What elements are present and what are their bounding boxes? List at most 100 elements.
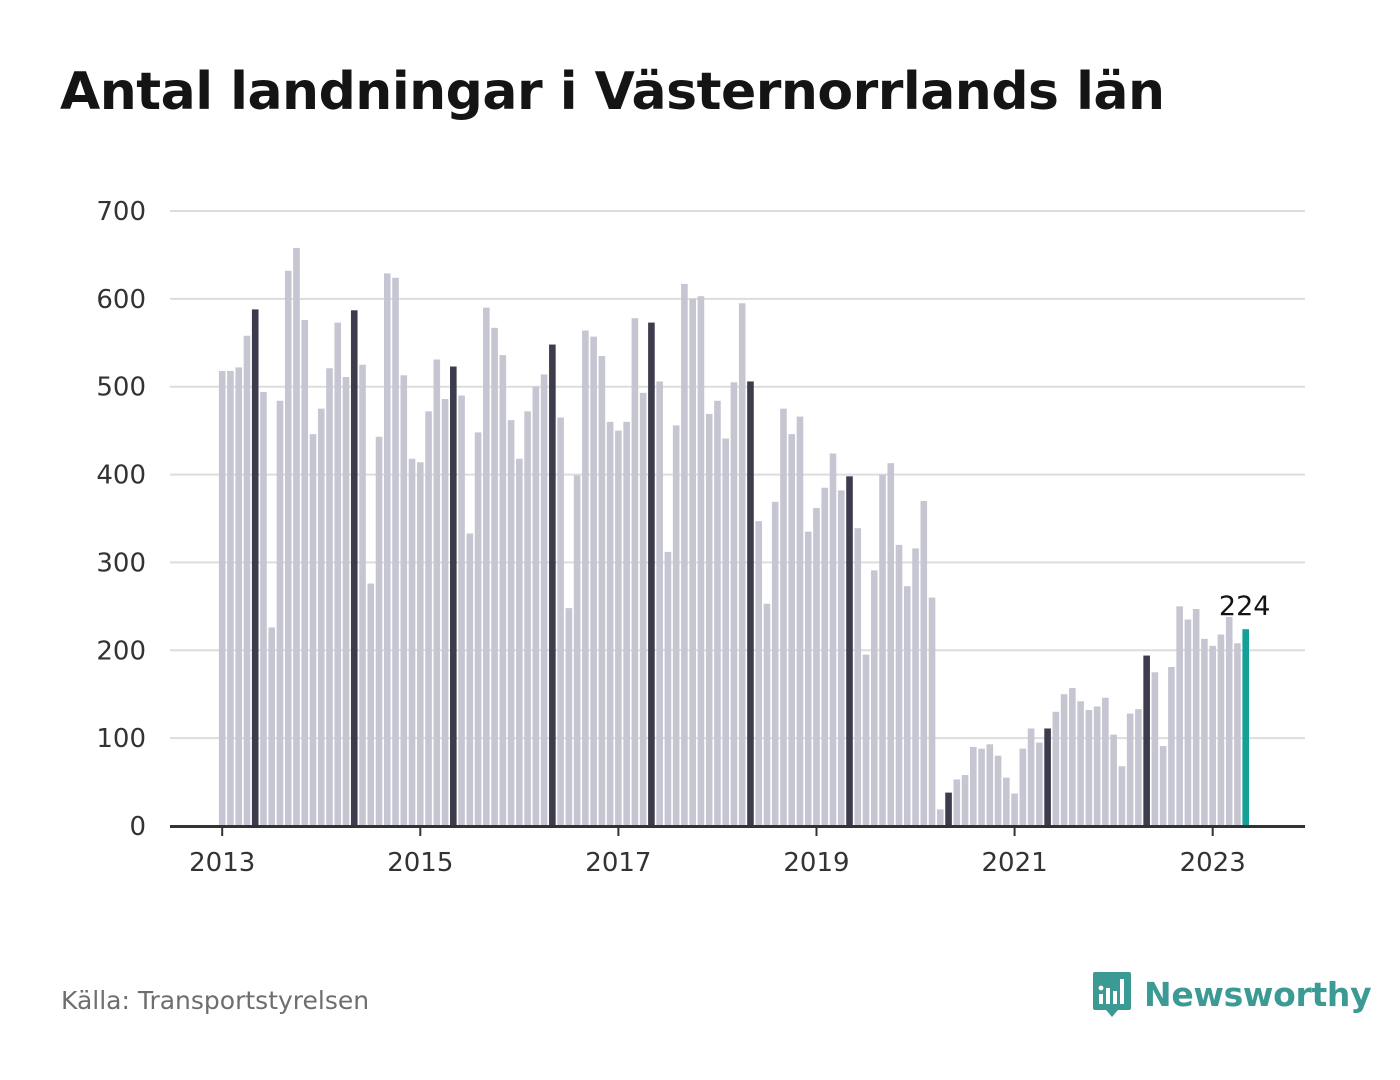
bar [763, 603, 771, 826]
y-tick-label: 400 [96, 461, 146, 491]
bar [284, 270, 292, 826]
x-tick-label: 2017 [585, 848, 651, 878]
bar [268, 627, 276, 826]
bar [235, 367, 243, 826]
bar [317, 408, 325, 826]
bar [549, 344, 556, 826]
bar [334, 322, 342, 826]
bar [309, 434, 317, 826]
x-tick-label: 2023 [1180, 848, 1246, 878]
bar [1184, 619, 1192, 826]
y-tick-label: 600 [96, 285, 146, 315]
bar [631, 318, 639, 826]
bar [350, 310, 358, 826]
bar [293, 247, 300, 826]
brand-name: Newsworthy [1144, 974, 1372, 1014]
x-tick-label: 2015 [387, 848, 453, 878]
newsworthy-logo-icon [1093, 972, 1131, 1017]
bar [1011, 793, 1018, 826]
bar [218, 370, 226, 826]
bar [1077, 701, 1084, 826]
bar [408, 458, 416, 826]
bar [1110, 734, 1117, 826]
y-tick-label: 0 [129, 812, 146, 842]
bar [499, 355, 507, 826]
bar [1151, 672, 1159, 826]
bar [970, 746, 977, 826]
bar [1143, 655, 1150, 826]
bar [1192, 608, 1200, 826]
bar [1060, 694, 1068, 826]
bar [598, 355, 606, 826]
x-tick-label: 2013 [189, 848, 255, 878]
bar [986, 744, 994, 826]
bar [813, 507, 820, 826]
bar [417, 462, 424, 826]
bar [260, 391, 267, 826]
bar [1135, 709, 1142, 826]
chart-title: Antal landningar i Västernorrlands län [60, 62, 1165, 122]
bar [507, 420, 515, 826]
bar [672, 425, 680, 826]
annotation: 224 [1219, 591, 1271, 622]
x-tick-label: 2019 [783, 848, 849, 878]
y-tick-label: 300 [96, 548, 146, 578]
bar [961, 775, 969, 826]
bar [532, 386, 540, 826]
bar [606, 421, 614, 826]
bar [474, 432, 482, 826]
bar [573, 475, 581, 826]
bar [540, 374, 548, 826]
bar [1118, 766, 1126, 826]
bar [747, 381, 754, 826]
bar [276, 400, 284, 826]
bar [615, 430, 622, 826]
bar [1093, 706, 1101, 826]
bar [978, 748, 985, 826]
y-tick-label: 100 [96, 724, 146, 754]
bar [705, 413, 713, 826]
bar [730, 382, 738, 826]
bar [738, 303, 746, 826]
bar [557, 417, 564, 826]
bar [879, 474, 886, 826]
bar [664, 551, 672, 826]
bar [771, 501, 779, 826]
bar [780, 408, 787, 826]
bar [433, 359, 441, 826]
x-axis-labels: 2013 2015 2017 2019 2021 2023 [189, 826, 1246, 878]
bar [425, 411, 432, 826]
bar [829, 453, 837, 826]
newsworthy-brand[interactable]: Newsworthy [1092, 970, 1372, 1018]
gridlines [170, 210, 1305, 740]
y-tick-label: 500 [96, 373, 146, 403]
bar [846, 476, 853, 826]
bar [804, 531, 812, 826]
bar [1126, 713, 1134, 826]
bar [1036, 742, 1043, 826]
bar [623, 421, 630, 826]
bar [400, 375, 408, 826]
y-tick-label: 700 [96, 197, 146, 227]
bar [1069, 688, 1076, 826]
bar [326, 368, 333, 826]
bar [491, 327, 498, 826]
bar [788, 434, 796, 826]
bar [937, 809, 944, 826]
bar [1019, 748, 1027, 826]
bar [689, 298, 696, 826]
bar [251, 309, 259, 826]
latest-value-label: 224 [1219, 591, 1271, 622]
bar [466, 533, 474, 826]
bar [912, 548, 919, 826]
bar [1168, 666, 1175, 826]
bar [1102, 697, 1109, 826]
bar [1159, 746, 1167, 826]
bar [524, 411, 531, 826]
bar [582, 330, 589, 826]
bar [1044, 728, 1051, 826]
bar [755, 521, 763, 826]
bar [903, 586, 911, 826]
bar [895, 544, 903, 826]
